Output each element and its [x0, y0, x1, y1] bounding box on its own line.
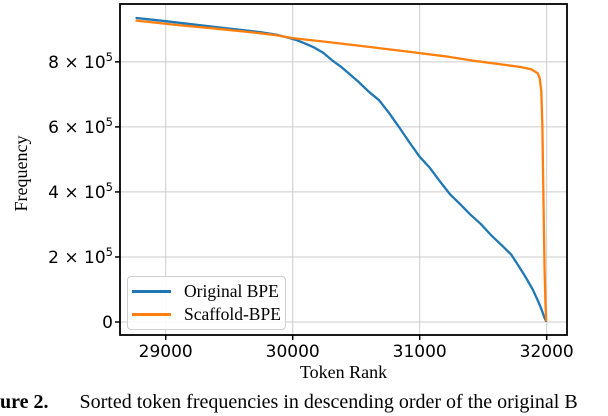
x-axis-label: Token Rank	[300, 362, 387, 382]
y-tick-label: 0	[102, 313, 113, 333]
chart-legend: Original BPE Scaffold-BPE	[127, 276, 286, 330]
x-tick-label: 31000	[393, 342, 447, 362]
legend-label-scaffold-bpe: Scaffold-BPE	[184, 303, 281, 324]
legend-line-swatch-scaffold-bpe	[132, 312, 171, 316]
legend-label-original-bpe: Original BPE	[184, 281, 279, 301]
plot-border	[119, 3, 568, 336]
y-tick-label: 4 × 105	[48, 180, 113, 203]
token-frequency-chart: 29000 30000 31000 32000 0 2 × 105 4 × 105 6 × 1…	[11, 3, 574, 382]
figure-caption-text: Sorted token frequencies in descending o…	[79, 391, 578, 413]
y-tick-label: 6 × 105	[48, 115, 113, 138]
figure-caption: ure 2. Sorted token frequencies in descen…	[0, 389, 578, 415]
y-tick-label: 2 × 105	[48, 245, 113, 268]
x-tick-label: 32000	[520, 342, 574, 362]
y-tick-label: 8 × 105	[48, 50, 113, 73]
figure-caption-number: ure 2.	[0, 391, 49, 413]
legend-line-swatch-original-bpe	[132, 290, 171, 294]
x-tick-label: 30000	[266, 342, 320, 362]
legend-item-scaffold-bpe: Scaffold-BPE	[132, 305, 281, 324]
legend-item-original-bpe: Original BPE	[132, 281, 279, 301]
x-tick-label: 29000	[139, 342, 193, 362]
series-line-scaffold-bpe	[135, 19, 548, 322]
y-axis-label: Frequency	[11, 136, 31, 212]
